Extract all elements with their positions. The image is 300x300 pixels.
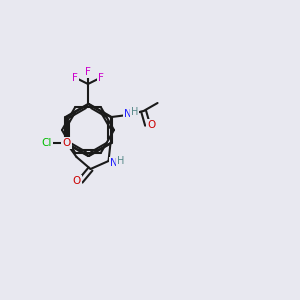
Text: F: F [98, 73, 104, 83]
Text: F: F [72, 73, 78, 83]
Text: N: N [124, 109, 131, 119]
Text: O: O [72, 176, 81, 186]
Text: O: O [147, 120, 156, 130]
Text: F: F [85, 67, 91, 77]
Text: O: O [62, 138, 70, 148]
Text: H: H [117, 156, 124, 166]
Text: Cl: Cl [41, 138, 52, 148]
Text: N: N [110, 158, 117, 168]
Text: H: H [131, 107, 138, 117]
